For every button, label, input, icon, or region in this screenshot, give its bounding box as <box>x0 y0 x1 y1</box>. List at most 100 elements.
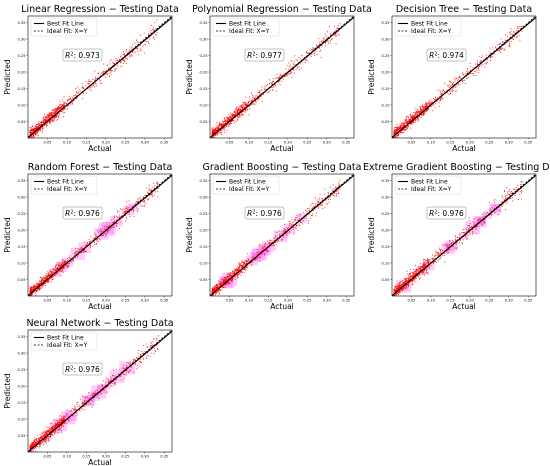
data-point <box>460 83 462 85</box>
data-point <box>237 261 239 263</box>
data-point <box>119 221 121 223</box>
data-point <box>421 105 423 107</box>
y-tick-label: 0.10 <box>17 103 26 107</box>
data-point <box>218 121 220 123</box>
data-point <box>242 261 244 264</box>
data-point <box>33 287 35 289</box>
data-point <box>116 211 118 213</box>
data-point <box>228 123 231 126</box>
data-point <box>244 104 246 106</box>
data-point <box>62 112 64 114</box>
data-point <box>148 187 150 189</box>
data-point <box>56 107 58 109</box>
data-point <box>43 284 45 286</box>
plot-contents <box>28 16 172 138</box>
data-point <box>447 92 449 94</box>
data-point <box>38 287 40 289</box>
data-point <box>118 211 120 213</box>
data-point <box>442 244 444 246</box>
data-point <box>234 271 236 273</box>
data-point <box>95 78 97 80</box>
data-point <box>416 114 418 116</box>
data-point <box>128 213 130 215</box>
data-point <box>250 103 252 105</box>
data-point <box>124 208 126 210</box>
data-point-highlight <box>65 262 67 264</box>
data-point <box>324 42 326 44</box>
legend-box <box>212 175 280 195</box>
data-point <box>139 203 141 205</box>
data-point <box>306 60 308 62</box>
data-point <box>124 60 126 62</box>
data-point <box>314 202 316 204</box>
data-point <box>118 227 120 229</box>
data-point <box>414 114 416 116</box>
y-tick-label: 0.25 <box>199 54 207 58</box>
legend-label-best-fit: Best Fit Line <box>47 21 84 28</box>
data-point <box>112 61 114 63</box>
data-point <box>265 88 267 90</box>
data-point <box>247 259 249 261</box>
data-point <box>141 205 143 207</box>
data-point <box>243 269 245 271</box>
data-point <box>415 114 417 116</box>
data-point <box>100 82 102 85</box>
data-point-highlight <box>95 235 97 237</box>
data-point <box>243 262 245 265</box>
data-point <box>335 194 338 196</box>
data-point <box>151 30 153 32</box>
data-point <box>36 282 38 284</box>
data-point <box>248 114 250 116</box>
data-point <box>45 117 47 119</box>
data-point <box>90 87 92 89</box>
data-point <box>235 109 237 111</box>
data-point <box>154 33 157 35</box>
data-point <box>401 126 403 128</box>
data-point <box>105 234 107 236</box>
data-point <box>147 34 149 36</box>
data-point <box>45 123 47 125</box>
data-point <box>235 269 237 272</box>
data-point <box>62 99 64 101</box>
data-point <box>143 201 146 203</box>
data-point <box>509 46 511 48</box>
y-tick-label: 0.15 <box>17 87 25 91</box>
data-point <box>466 77 468 79</box>
data-point <box>71 99 73 101</box>
data-point <box>42 278 44 280</box>
y-tick-label: 0.05 <box>381 120 389 124</box>
data-point <box>110 73 112 75</box>
data-point <box>422 114 424 116</box>
data-point <box>328 26 330 28</box>
data-point <box>30 286 32 289</box>
r2-value: R2: 0.974 <box>429 51 464 60</box>
data-point <box>60 275 62 277</box>
data-point <box>299 213 301 215</box>
data-point <box>510 30 512 32</box>
data-point <box>329 33 331 35</box>
data-point <box>45 276 47 278</box>
data-point <box>59 264 61 266</box>
data-point <box>413 116 415 118</box>
data-point <box>285 68 287 70</box>
chart-title: Polynomial Regression − Testing Data <box>192 4 372 15</box>
data-point <box>421 113 423 115</box>
data-point <box>288 220 291 223</box>
data-point-highlight <box>252 257 254 259</box>
data-point <box>507 191 509 193</box>
data-point <box>393 138 394 139</box>
data-point <box>36 132 38 135</box>
data-point <box>225 284 227 286</box>
data-point <box>457 83 459 85</box>
data-point <box>237 106 239 108</box>
data-point <box>39 288 41 290</box>
data-point <box>154 21 156 23</box>
data-point <box>63 261 65 264</box>
data-point <box>425 106 427 108</box>
data-point <box>224 126 226 128</box>
y-tick-label: 0.35 <box>199 179 207 183</box>
data-point <box>291 222 293 224</box>
data-point-highlight <box>39 283 41 285</box>
data-point <box>251 100 253 102</box>
data-point <box>75 94 77 97</box>
